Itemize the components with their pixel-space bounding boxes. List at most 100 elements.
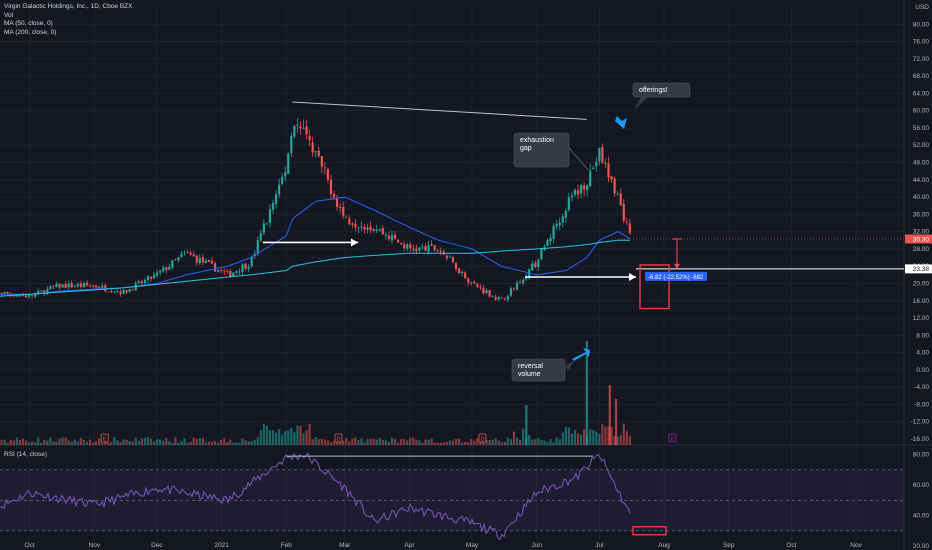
volume-bar (46, 440, 49, 445)
candle-body (369, 226, 372, 230)
symbol-title[interactable]: Virgin Galactic Holdings, Inc., 1D, Cboe… (4, 3, 133, 10)
price-tick-label: 32.00 (913, 229, 930, 236)
candle-body (195, 255, 198, 263)
volume-bar (601, 424, 604, 445)
candle-body (18, 295, 21, 297)
volume-bar (366, 439, 369, 445)
candle-body (345, 216, 348, 218)
candle-body (6, 292, 9, 294)
candle-body (512, 288, 516, 290)
volume-bar (27, 442, 31, 445)
candle-body (156, 272, 159, 276)
volume-bar (156, 439, 159, 445)
candle-body (290, 135, 293, 154)
candle-body (390, 235, 394, 241)
volume-bar (149, 438, 153, 445)
candle-body (180, 254, 183, 258)
price-tick-label: 12.00 (913, 315, 930, 322)
candle-body (622, 203, 625, 221)
candle-body (55, 283, 58, 287)
candle-body (497, 297, 500, 300)
volume-bar (403, 438, 406, 445)
candle-body (427, 245, 430, 252)
exhaustion-callout-text: exhaustion (520, 137, 554, 144)
time-axis[interactable]: Oct Nov Dec 2021 Feb Mar Apr May Jun Jul Aug Sep Oct… (25, 542, 863, 549)
candle-body (143, 279, 147, 283)
volume-bar (558, 439, 561, 445)
volume-bar (342, 440, 345, 445)
volume-bar (134, 437, 137, 445)
volume-bar (579, 434, 583, 445)
candle-body (339, 207, 342, 208)
price-tick-label: -16.00 (911, 436, 930, 443)
candle-body (95, 285, 98, 288)
volume-bar (375, 439, 378, 445)
drawings[interactable]: -6.82 (-22.52%) -682 offerings! exhaustion… (263, 82, 904, 536)
candle-body (177, 257, 180, 261)
candle-body (381, 228, 384, 235)
volume-bar (436, 442, 439, 445)
candle-body (412, 248, 415, 250)
volume-bar (281, 434, 284, 445)
rsi-axis[interactable]: 20.00 40.00 60.00 80.00 (913, 452, 930, 550)
volume-bar (192, 437, 195, 445)
volume-bar (378, 437, 381, 445)
candle-body (302, 127, 305, 129)
volume-bar (442, 442, 445, 445)
volume-spike (585, 341, 588, 445)
candle-body (601, 147, 604, 164)
candle-body (363, 226, 366, 230)
volume-bar (598, 433, 601, 445)
time-tick-label: May (466, 542, 479, 549)
rsi-legend[interactable]: RSI (14, close) (4, 451, 47, 458)
price-axis[interactable]: -16.00 -12.00 -8.00 -4.00 0.00 4.00 8.00 12.00 1… (905, 4, 932, 443)
candle-body (268, 209, 272, 223)
volume-bar (223, 438, 226, 445)
volume-bar (70, 441, 73, 445)
volume-bar (217, 442, 220, 445)
volume-bar (393, 438, 397, 445)
candle-body (464, 272, 467, 279)
volume-bar (308, 423, 311, 445)
candle-body (79, 283, 82, 287)
price-tick-label: 48.00 (913, 160, 930, 167)
volume-bar (332, 441, 336, 445)
candle-body (564, 210, 567, 218)
volume-legend[interactable]: Vol (4, 11, 14, 19)
moving-averages (0, 196, 631, 297)
volume-bar (250, 441, 253, 445)
volume-bar (400, 439, 403, 445)
candle-body (393, 234, 397, 239)
volume-bar (534, 439, 537, 445)
volume-bar (98, 438, 101, 445)
volume-bar (287, 430, 290, 445)
volume-bar (268, 430, 272, 445)
candle-body (439, 250, 442, 252)
candle-body (509, 288, 513, 296)
volume-bar (430, 438, 433, 445)
candle-body (628, 223, 631, 233)
candle-body (119, 291, 122, 294)
ma200-legend[interactable]: MA (200, close, 0) (4, 28, 57, 36)
candle-body (409, 244, 412, 249)
price-tick-label: 16.00 (913, 298, 930, 305)
measure-head (674, 263, 680, 269)
time-tick-label: Nov (850, 542, 862, 549)
candle-body (329, 179, 333, 195)
volume-bar (427, 439, 430, 445)
candle-body (165, 267, 168, 271)
volume-bar (589, 429, 592, 445)
candle-body (128, 289, 131, 292)
candle-body (589, 170, 592, 187)
volume-bar (485, 439, 488, 445)
candle-body (354, 223, 357, 227)
ma50-legend[interactable]: MA (50, close, 0) (4, 20, 53, 27)
candle-body (579, 184, 583, 194)
volume-bar (451, 440, 455, 445)
price-tick-label: 64.00 (913, 90, 930, 97)
time-tick-label: Apr (404, 542, 415, 549)
reversal-callout-text: reversal (518, 363, 543, 370)
candle-body (21, 295, 25, 296)
